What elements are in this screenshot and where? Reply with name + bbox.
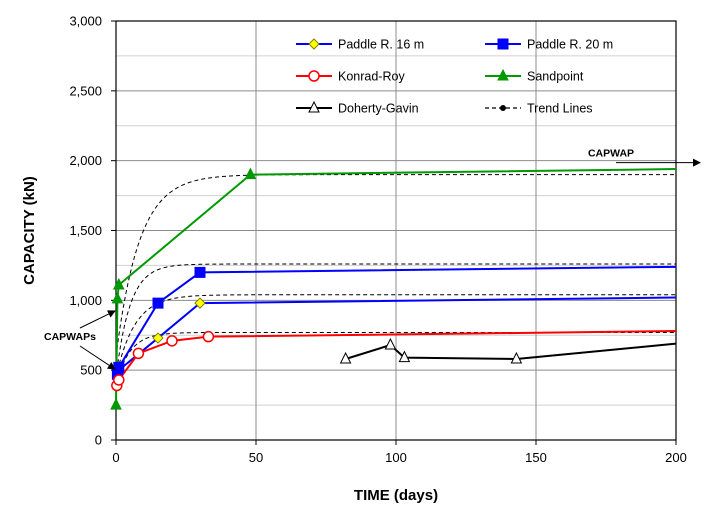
legend-label: Sandpoint: [527, 70, 584, 84]
grid: [115, 20, 677, 441]
x-tick-label: 100: [385, 450, 407, 465]
marker-circle: [166, 335, 178, 347]
marker-triangle: [110, 397, 122, 410]
legend-item: Sandpoint: [485, 68, 584, 84]
marker-square: [113, 361, 125, 373]
capwap-label: CAPWAP: [588, 148, 634, 160]
marker-square: [152, 297, 164, 309]
legend-item: Konrad-Roy: [296, 70, 405, 84]
marker-triangle: [112, 277, 125, 290]
marker-diamond: [152, 332, 164, 344]
legend-item: Paddle R. 16 m: [296, 38, 424, 52]
marker-circle: [308, 70, 320, 82]
series-markers: [110, 167, 523, 410]
marker-circle: [202, 330, 215, 343]
x-tick-label: 50: [249, 450, 263, 465]
marker-triangle: [384, 337, 397, 350]
annotations: CAPWAP CAPWAPs: [44, 148, 701, 370]
marker-dot: [500, 105, 506, 111]
legend-item: Doherty-Gavin: [296, 100, 419, 116]
trend-line: [115, 263, 676, 378]
marker-square: [194, 266, 206, 278]
tick-labels: 0 500 1,000 1,500 2,000 2,500 3,000 0 50 100 150 20…: [69, 14, 686, 466]
series-line: [345, 342, 677, 360]
legend: Paddle R. 16 m Paddle R. 20 m Konrad-Roy Sa…: [296, 38, 613, 116]
capwaps-arrow-upper: [79, 310, 116, 329]
y-tick-label: 0: [95, 433, 102, 448]
trend-line: [115, 294, 676, 378]
marker-triangle: [339, 351, 352, 364]
marker-triangle: [244, 167, 257, 180]
marker-triangle: [497, 68, 509, 81]
marker-square: [497, 38, 509, 50]
x-axis-title: TIME (days): [354, 487, 438, 504]
legend-label: Konrad-Roy: [338, 70, 405, 84]
y-tick-label: 1,500: [69, 223, 102, 238]
y-tick-label: 1,000: [69, 293, 102, 308]
x-tick-label: 200: [665, 450, 687, 465]
marker-circle: [113, 374, 125, 386]
marker-triangle: [398, 350, 411, 363]
marker-triangle: [510, 351, 523, 364]
marker-triangle: [308, 100, 320, 113]
marker-diamond: [194, 297, 206, 309]
legend-item: Trend Lines: [485, 102, 593, 116]
x-tick-label: 150: [525, 450, 547, 465]
legend-label: Trend Lines: [527, 102, 593, 116]
y-axis-title: CAPACITY (kN): [21, 176, 38, 285]
capwaps-arrow-lower: [79, 345, 116, 370]
legend-label: Paddle R. 20 m: [527, 38, 613, 52]
y-tick-label: 3,000: [69, 14, 102, 29]
marker-triangle: [111, 291, 124, 304]
marker-diamond: [308, 38, 320, 50]
series-line: [116, 265, 677, 375]
legend-label: Paddle R. 16 m: [338, 38, 424, 52]
capwaps-label: CAPWAPs: [44, 331, 96, 343]
marker-circle: [132, 347, 145, 360]
y-tick-label: 2,500: [69, 83, 102, 98]
legend-label: Doherty-Gavin: [338, 102, 419, 116]
y-tick-label: 2,000: [69, 153, 102, 168]
y-tick-label: 500: [80, 363, 102, 378]
x-tick-label: 0: [112, 450, 119, 465]
legend-item: Paddle R. 20 m: [485, 38, 613, 52]
trend-line: [115, 174, 676, 357]
